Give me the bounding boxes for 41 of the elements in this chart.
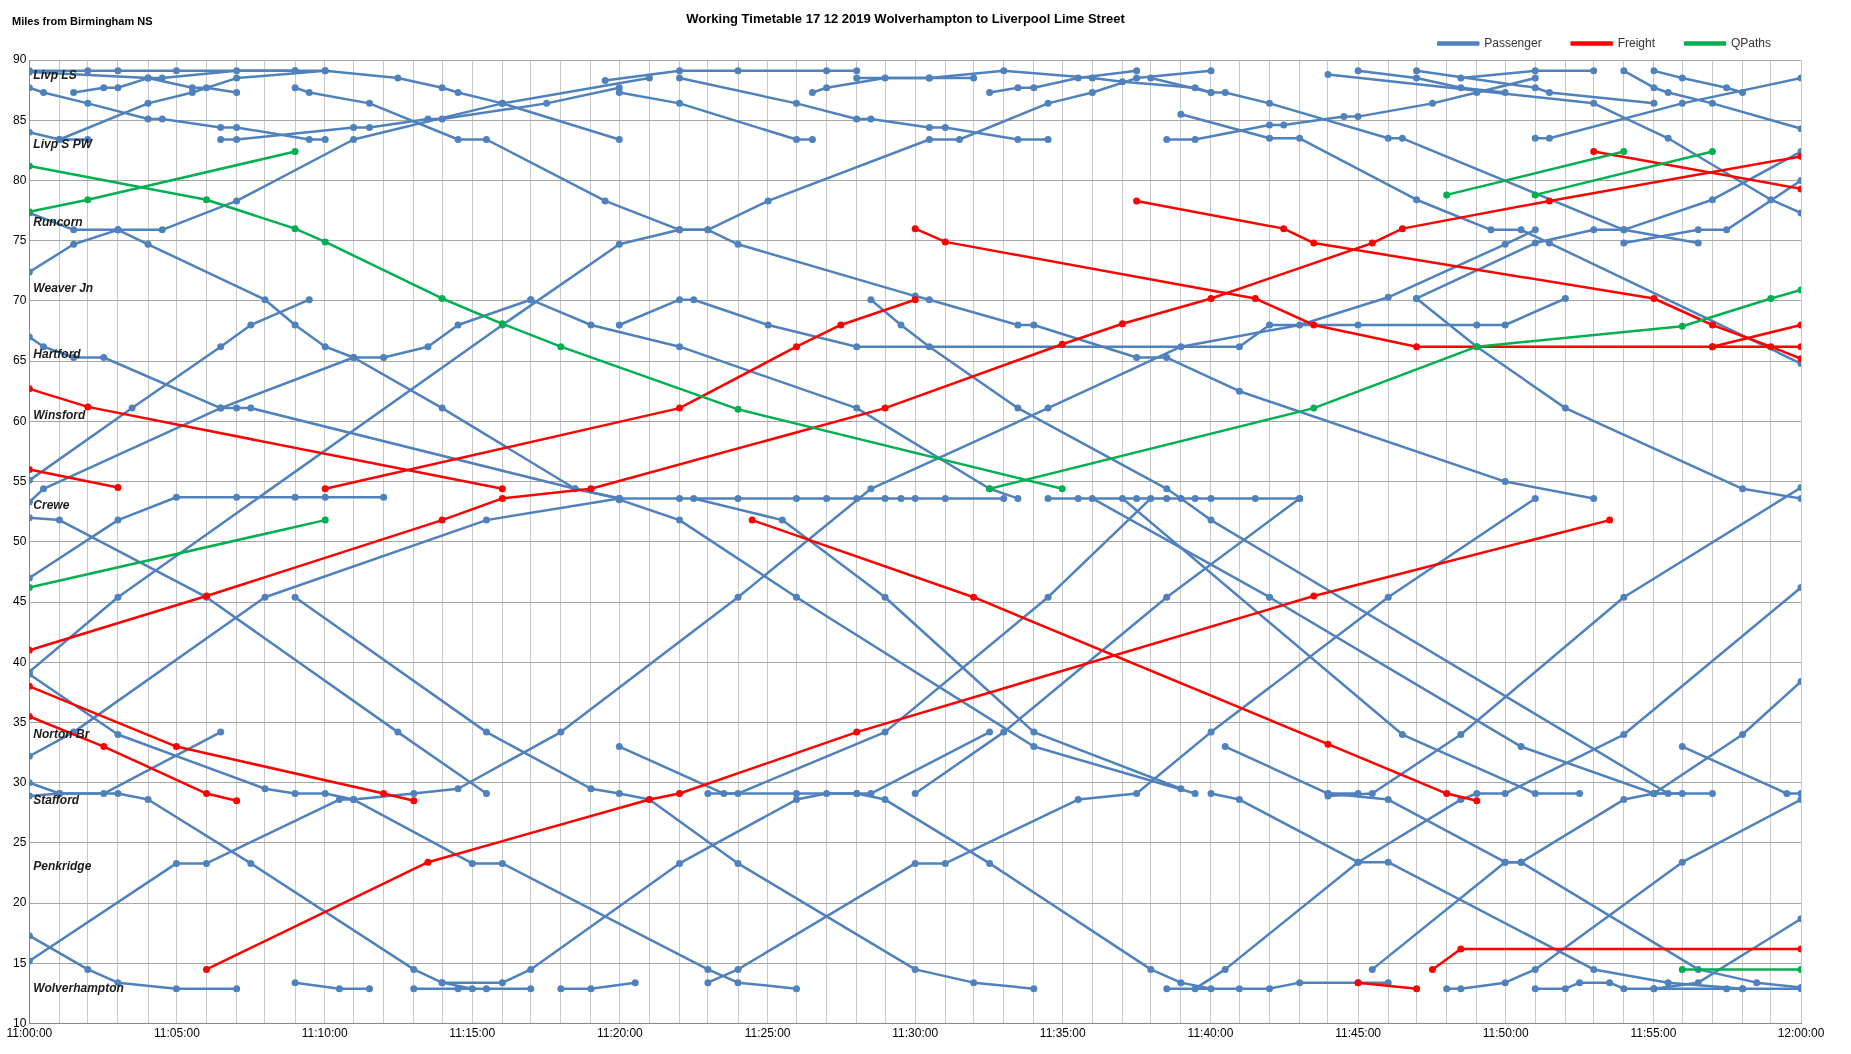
y-tick-label: 40 [12, 654, 27, 669]
annotation: Winsford [33, 407, 86, 422]
x-tick-label: 11:20:00 [596, 1025, 644, 1040]
y-tick-label: 35 [12, 714, 27, 729]
x-tick-label: 11:25:00 [744, 1025, 791, 1040]
legend-label: Passenger [1484, 35, 1542, 50]
y-tick-label: 50 [12, 534, 27, 549]
y-tick-label: 80 [12, 172, 27, 187]
x-tick-label: 11:15:00 [449, 1025, 496, 1040]
x-tick-label: 12:00:00 [1777, 1025, 1825, 1040]
y-tick-label: 65 [12, 353, 27, 368]
y-tick-label: 60 [12, 413, 27, 428]
x-tick-label: 11:30:00 [892, 1025, 939, 1040]
legend-label: QPaths [1730, 35, 1772, 50]
annotation: Livp S PW [33, 136, 94, 151]
x-tick-label: 11:45:00 [1335, 1025, 1382, 1040]
x-tick-label: 11:05:00 [154, 1025, 201, 1040]
y-tick-label: 45 [12, 594, 27, 609]
chart-title: Working Timetable 17 12 2019 Wolverhampton to Liverpool Lime Street [686, 11, 1126, 27]
y-tick-label: 25 [12, 835, 27, 850]
annotation: Crewe [33, 497, 70, 512]
x-tick-label: 11:50:00 [1482, 1025, 1529, 1040]
y-tick-label: 70 [12, 293, 27, 308]
y-tick-label: 90 [12, 52, 27, 67]
y-tick-label: 85 [12, 112, 27, 127]
y-tick-label: 55 [12, 473, 27, 488]
y-tick-label: 10 [12, 1015, 27, 1030]
annotation: Wolverhampton [33, 981, 124, 996]
annotation: Stafford [33, 793, 80, 808]
x-tick-label: 11:35:00 [1039, 1025, 1086, 1040]
x-tick-label: 11:40:00 [1187, 1025, 1234, 1040]
x-tick-label: 11:55:00 [1630, 1025, 1677, 1040]
legend-label: Freight [1617, 35, 1656, 50]
y-axis-title: Miles from Birmingham NS [12, 15, 153, 28]
annotation: Weaver Jn [33, 281, 94, 296]
y-tick-label: 15 [12, 955, 27, 970]
y-tick-label: 30 [12, 775, 27, 790]
annotation: Penkridge [33, 859, 92, 874]
y-tick-label: 75 [12, 232, 27, 247]
x-tick-label: 11:10:00 [301, 1025, 348, 1040]
y-tick-label: 20 [12, 895, 27, 910]
